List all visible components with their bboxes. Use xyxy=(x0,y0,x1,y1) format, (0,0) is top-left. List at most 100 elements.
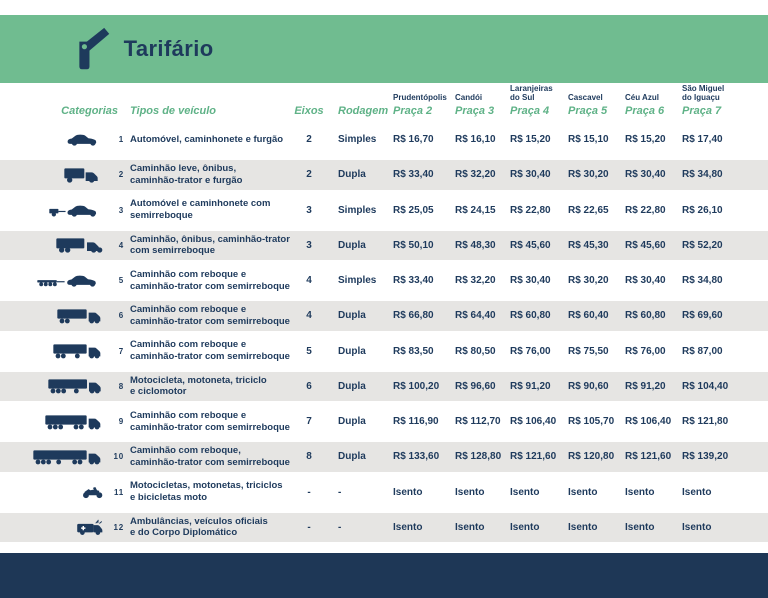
toll-price: R$ 87,00 xyxy=(682,345,723,357)
axles-value: - xyxy=(307,486,311,498)
plaza-label: Praça 5 xyxy=(568,105,608,117)
plaza-city: Céu Azul xyxy=(625,93,659,103)
category-number: 10 xyxy=(113,452,124,462)
category-cell: 3 xyxy=(0,204,128,217)
toll-gate-icon xyxy=(72,26,111,72)
toll-price: R$ 139,20 xyxy=(682,451,729,463)
toll-price: R$ 60,80 xyxy=(625,310,666,322)
rodagem-value: Simples xyxy=(338,275,377,287)
toll-price: R$ 32,20 xyxy=(455,169,496,181)
toll-price: R$ 76,00 xyxy=(625,345,666,357)
category-number: 6 xyxy=(118,311,124,321)
category-cell: 1 xyxy=(0,133,128,146)
table-row: 9 Caminhão com reboque e caminhão-trator … xyxy=(0,404,768,439)
toll-price: R$ 75,50 xyxy=(568,345,609,357)
toll-price: R$ 45,60 xyxy=(625,239,666,251)
header-bar: Tarifário xyxy=(0,15,768,83)
category-cell: 12 xyxy=(0,519,128,536)
toll-price: Isento xyxy=(625,486,655,498)
plaza-city: Cascavel xyxy=(568,93,603,103)
toll-price: R$ 120,80 xyxy=(568,451,615,463)
toll-price: R$ 30,40 xyxy=(625,169,666,181)
vehicle-type: Caminhão, ônibus, caminhão-trator com se… xyxy=(130,233,290,257)
plaza-header: São Miguel do Iguaçu Praça 7 xyxy=(681,84,768,118)
toll-price: R$ 116,90 xyxy=(393,416,439,428)
light-truck-icon xyxy=(63,167,104,183)
table-header-row: Categorias Tipos de veículo Eixos Rodage… xyxy=(0,80,768,118)
category-number: 12 xyxy=(113,522,124,532)
category-cell: 8 xyxy=(0,378,128,394)
motorcycle-icon xyxy=(81,485,104,499)
plaza-header: Laranjeiras do Sul Praça 4 xyxy=(509,84,567,118)
toll-price: R$ 16,70 xyxy=(393,134,434,146)
table-body: 1 Automóvel, caminhonete e furgão 2 Simples… xyxy=(0,122,768,545)
plaza-header: Prudentópolis Praça 2 xyxy=(392,93,454,118)
toll-price: R$ 76,00 xyxy=(510,345,551,357)
toll-price: R$ 30,20 xyxy=(568,275,609,287)
plaza-city: Laranjeiras do Sul xyxy=(510,83,553,103)
toll-price: R$ 104,40 xyxy=(682,380,729,392)
toll-price: R$ 52,20 xyxy=(682,239,723,251)
toll-price: R$ 128,80 xyxy=(455,451,502,463)
toll-price: R$ 30,40 xyxy=(625,275,666,287)
toll-price: R$ 15,10 xyxy=(568,134,609,146)
toll-price: R$ 16,10 xyxy=(455,134,496,146)
vehicle-type: Motocicletas, motonetas, triciclos e bic… xyxy=(130,480,283,504)
vehicle-type: Caminhão com reboque e caminhão-trator c… xyxy=(130,268,290,292)
axles-value: 4 xyxy=(306,310,312,322)
table-row: 4 Caminhão, ônibus, caminhão-trator com s… xyxy=(0,228,768,263)
vehicle-type: Caminhão com reboque e caminhão-trator c… xyxy=(130,339,290,363)
rodagem-value: Dupla xyxy=(338,345,366,357)
toll-price: R$ 34,80 xyxy=(682,275,723,287)
axles-value: 2 xyxy=(306,169,312,181)
toll-price: R$ 22,80 xyxy=(625,204,666,216)
toll-price: Isento xyxy=(510,521,540,533)
toll-price: R$ 80,50 xyxy=(455,345,496,357)
toll-price: R$ 60,40 xyxy=(568,310,609,322)
col-header-categorias: Categorias xyxy=(61,105,118,117)
toll-price: R$ 22,80 xyxy=(510,204,551,216)
plaza-label: Praça 6 xyxy=(625,105,665,117)
toll-price: R$ 60,80 xyxy=(510,310,551,322)
toll-price: R$ 121,60 xyxy=(625,451,672,463)
plaza-header: Candói Praça 3 xyxy=(454,93,509,118)
rodagem-value: Simples xyxy=(338,204,377,216)
toll-price: Isento xyxy=(393,486,423,498)
table-row: 6 Caminhão com reboque e caminhão-trator … xyxy=(0,298,768,333)
footer-bar xyxy=(0,553,768,598)
toll-price: R$ 91,20 xyxy=(510,380,551,392)
vehicle-type: Automóvel, caminhonete e furgão xyxy=(130,133,284,145)
table-row: 10 Caminhão com reboque, caminhão-trator … xyxy=(0,439,768,474)
toll-price: R$ 25,05 xyxy=(393,204,434,216)
axles-value: 3 xyxy=(306,204,312,216)
category-cell: 9 xyxy=(0,414,128,430)
axles-value: 8 xyxy=(306,451,312,463)
table-row: 11 Motocicletas, motonetas, triciclos e b… xyxy=(0,475,768,510)
toll-price: R$ 83,50 xyxy=(393,345,434,357)
category-cell: 2 xyxy=(0,167,128,183)
vehicle-type: Automóvel e caminhonete com semirreboque xyxy=(130,198,271,222)
car-trailer-icon xyxy=(48,204,104,217)
toll-price: Isento xyxy=(625,521,655,533)
toll-price: R$ 45,60 xyxy=(510,239,551,251)
toll-price: R$ 22,65 xyxy=(568,204,609,216)
rodagem-value: Dupla xyxy=(338,451,366,463)
toll-price: Isento xyxy=(568,521,598,533)
rodagem-value: - xyxy=(338,521,342,533)
toll-price: R$ 34,80 xyxy=(682,169,723,181)
vehicle-type: Caminhão com reboque e caminhão-trator c… xyxy=(130,304,290,327)
category-number: 11 xyxy=(113,487,124,497)
plaza-label: Praça 7 xyxy=(682,105,722,117)
plaza-city: Candói xyxy=(455,93,483,103)
category-cell: 6 xyxy=(0,308,128,324)
toll-price: R$ 30,40 xyxy=(510,275,551,287)
toll-price: R$ 30,40 xyxy=(510,169,551,181)
category-number: 7 xyxy=(118,346,124,356)
toll-price: R$ 69,60 xyxy=(682,310,723,322)
toll-price: Isento xyxy=(455,486,485,498)
toll-price: R$ 15,20 xyxy=(510,134,551,146)
toll-price: Isento xyxy=(682,521,712,533)
toll-price: R$ 17,40 xyxy=(682,134,723,146)
category-number: 8 xyxy=(118,381,124,391)
